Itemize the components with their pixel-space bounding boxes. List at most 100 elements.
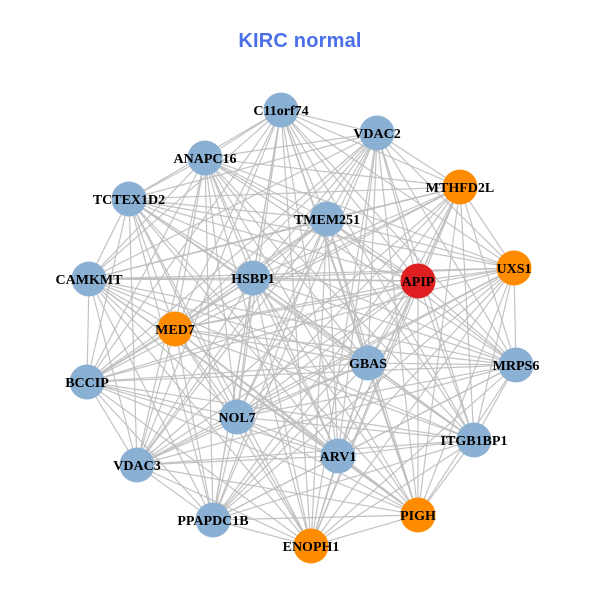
network-edge-VDAC2-ANAPC16 [204,132,378,159]
node-label-BCCIP: BCCIP [65,376,109,391]
network-edge-ANAPC16-VDAC3 [136,157,206,466]
network-edge-MED7-GBAS [174,328,369,364]
network-edge-CAMKMT-MRPS6 [88,278,517,366]
network-edge-APIP-PPAPDC1B [212,280,419,521]
network-node-ANAPC16 [187,140,223,176]
network-edge-ARV1-PPAPDC1B [212,455,339,521]
network-edge-NOL7-ENOPH1 [236,416,312,547]
network-edge-C11orf74-VDAC3 [136,109,282,466]
network-edge-NOL7-ITGB1BP1 [236,416,475,441]
network-edge-MRPS6-VDAC3 [136,364,517,466]
network-edge-ANAPC16-MED7 [174,157,206,330]
node-label-TMEM251: TMEM251 [294,213,360,228]
network-edge-ANAPC16-TMEM251 [204,157,328,220]
network-edge-ANAPC16-HSBP1 [204,157,254,279]
network-edge-MED7-VDAC3 [136,328,176,466]
network-edge-ITGB1BP1-VDAC3 [136,439,475,466]
network-edge-MRPS6-BCCIP [86,364,517,383]
network-edge-C11orf74-MED7 [174,109,282,330]
network-edge-ITGB1BP1-ENOPH1 [310,439,475,547]
network-node-HSBP1 [235,260,271,296]
network-node-VDAC3 [119,447,155,483]
network-edge-MTHFD2L-ITGB1BP1 [459,186,475,441]
network-node-TMEM251 [309,201,345,237]
chart-title: KIRC normal [238,30,362,52]
network-edge-APIP-ENOPH1 [310,280,419,547]
network-edge-VDAC2-GBAS [367,132,378,364]
network-edge-TCTEX1D2-ITGB1BP1 [128,198,475,441]
node-label-PPAPDC1B: PPAPDC1B [177,514,248,529]
network-edge-APIP-MED7 [174,280,419,330]
network-edge-MED7-ITGB1BP1 [174,328,475,441]
network-edge-TMEM251-VDAC3 [136,218,328,466]
node-label-MRPS6: MRPS6 [493,359,540,374]
network-node-PPAPDC1B [195,502,231,538]
network-edge-BCCIP-PIGH [86,381,419,516]
node-label-GBAS: GBAS [349,357,387,372]
node-label-MED7: MED7 [155,323,195,338]
network-edge-HSBP1-NOL7 [236,277,254,418]
network-node-MED7 [157,311,193,347]
node-label-ENOPH1: ENOPH1 [283,540,340,555]
node-label-HSBP1: HSBP1 [231,272,275,287]
network-edge-PIGH-ENOPH1 [310,514,419,547]
network-edge-BCCIP-NOL7 [86,381,238,418]
network-edge-UXS1-CAMKMT [88,267,515,280]
network-edge-VDAC2-HSBP1 [252,132,378,279]
network-node-APIP [400,263,436,299]
network-edge-UXS1-GBAS [367,267,515,364]
network-edge-APIP-MRPS6 [417,280,517,366]
network-edge-C11orf74-CAMKMT [88,109,282,280]
network-edge-HSBP1-APIP [252,277,419,282]
network-edge-BCCIP-ARV1 [86,381,339,457]
network-edge-UXS1-VDAC3 [136,267,515,466]
network-node-BCCIP [69,364,105,400]
node-label-C11orf74: C11orf74 [253,104,308,119]
network-edge-BCCIP-PPAPDC1B [86,381,214,521]
network-node-CAMKMT [71,261,107,297]
node-label-ITGB1BP1: ITGB1BP1 [441,434,508,449]
network-edge-CAMKMT-NOL7 [88,278,238,418]
network-edge-VDAC3-PIGH [136,464,419,516]
nodes-layer [69,92,534,564]
network-edge-C11orf74-APIP [280,109,419,282]
node-label-NOL7: NOL7 [218,411,255,426]
network-edge-UXS1-PIGH [417,267,515,516]
network-edge-NOL7-ARV1 [236,416,339,457]
network-edge-TCTEX1D2-MRPS6 [128,198,517,366]
network-edge-TMEM251-CAMKMT [88,218,328,280]
network-edge-TMEM251-BCCIP [86,218,328,383]
network-edge-UXS1-HSBP1 [252,267,515,279]
network-edge-MTHFD2L-MRPS6 [459,186,517,366]
network-edge-GBAS-PIGH [367,362,419,516]
network-edge-ANAPC16-MRPS6 [204,157,517,366]
network-edge-UXS1-NOL7 [236,267,515,418]
network-edge-TMEM251-UXS1 [326,218,515,269]
network-edge-VDAC2-TCTEX1D2 [128,132,378,200]
network-edge-UXS1-MED7 [174,267,515,330]
network-edge-UXS1-ARV1 [337,267,515,457]
network-edge-ITGB1BP1-ARV1 [337,439,475,457]
node-label-VDAC3: VDAC3 [113,459,160,474]
network-edge-ANAPC16-ENOPH1 [204,157,312,547]
network-edge-APIP-NOL7 [236,280,419,418]
network-edge-VDAC2-ENOPH1 [310,132,378,547]
network-edge-CAMKMT-PPAPDC1B [88,278,214,521]
network-edge-MRPS6-ENOPH1 [310,364,517,547]
node-label-MTHFD2L: MTHFD2L [426,181,494,196]
network-edge-ARV1-VDAC3 [136,455,339,466]
network-edge-MED7-MRPS6 [174,328,517,366]
network-edge-TCTEX1D2-MED7 [128,198,176,330]
node-label-ANAPC16: ANAPC16 [174,152,237,167]
network-node-ARV1 [320,438,356,474]
network-node-VDAC2 [359,115,395,151]
node-label-TCTEX1D2: TCTEX1D2 [93,193,165,208]
network-edge-UXS1-ITGB1BP1 [473,267,515,441]
node-label-ARV1: ARV1 [320,450,357,465]
network-edge-HSBP1-MRPS6 [252,277,517,366]
labels-layer: C11orf74 VDAC2 ANAPC16 MTHFD2L TCTEX1D2 TMEM2… [56,104,540,555]
node-label-APIP: APIP [402,275,435,290]
network-edge-ANAPC16-UXS1 [204,157,515,269]
